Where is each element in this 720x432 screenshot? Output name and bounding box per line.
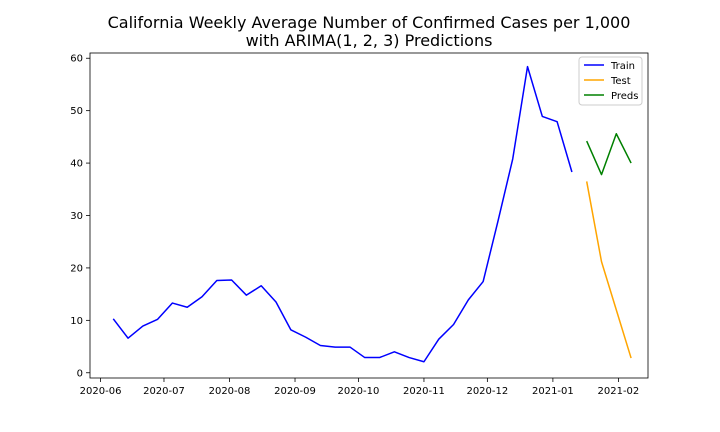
y-tick-label: 10 <box>70 316 83 327</box>
series-layer <box>112 65 632 363</box>
x-tick-label: 2020-08 <box>209 386 251 397</box>
x-axis: 2020-06 2020-07 2020-08 2020-09 2020-10 2020-… <box>80 378 640 397</box>
y-tick-label: 40 <box>70 159 83 170</box>
x-tick-label: 2020-06 <box>80 386 122 397</box>
y-axis: 0 10 20 30 40 50 60 <box>70 54 90 379</box>
x-tick-label: 2020-09 <box>274 386 316 397</box>
legend-box <box>578 56 643 106</box>
chart-title-line-2: with ARIMA(1, 2, 3) Predictions <box>246 31 493 50</box>
y-tick-label: 0 <box>77 368 83 379</box>
y-tick-label: 50 <box>70 106 83 117</box>
y-tick-label: 30 <box>70 211 83 222</box>
series-line-test <box>585 181 632 359</box>
x-tick-label: 2020-10 <box>338 386 380 397</box>
chart-title-line-1: California Weekly Average Number of Conf… <box>108 13 631 32</box>
legend-label-train: Train <box>610 61 635 72</box>
y-tick-label: 60 <box>70 54 83 65</box>
x-tick-label: 2021-02 <box>598 386 640 397</box>
x-tick-label: 2020-12 <box>466 386 508 397</box>
x-tick-label: 2020-11 <box>403 386 445 397</box>
legend-label-test: Test <box>610 76 631 87</box>
plot-area <box>89 52 649 379</box>
series-line-train <box>112 65 573 363</box>
series-line-preds <box>586 132 632 176</box>
legend: Train Test Preds <box>578 56 643 106</box>
x-tick-label: 2020-07 <box>143 386 185 397</box>
x-tick-label: 2021-01 <box>532 386 574 397</box>
y-tick-label: 20 <box>70 263 83 274</box>
legend-label-preds: Preds <box>611 91 638 102</box>
